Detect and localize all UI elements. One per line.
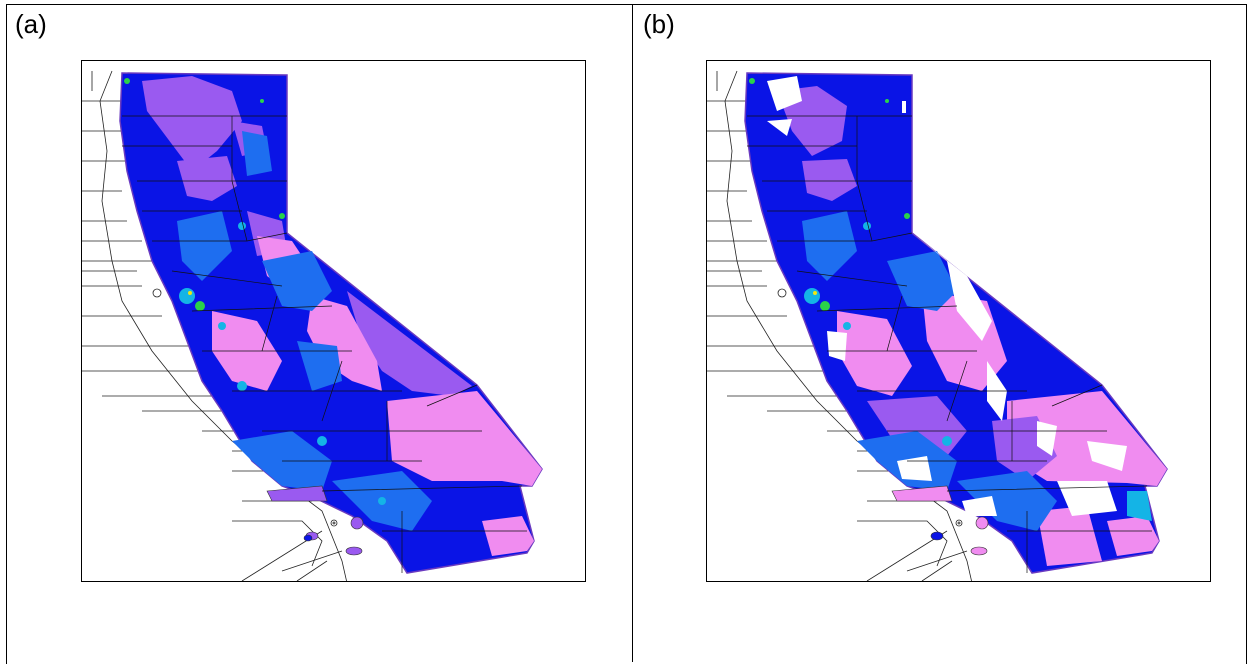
county-boundaries [122, 115, 527, 573]
panel-label-b: (b) [643, 9, 675, 39]
state-fill [119, 72, 543, 574]
california-map-b [707, 70, 1168, 581]
figure-frame [6, 4, 1247, 664]
county-boundaries [747, 115, 1152, 573]
panel-divider [632, 4, 633, 662]
map-panel-b [706, 60, 1211, 582]
california-map-a [82, 70, 543, 581]
panel-label-a: (a) [15, 9, 47, 39]
state-fill [744, 72, 1168, 574]
offshore-boundaries [82, 70, 347, 581]
map-panel-a [81, 60, 586, 582]
